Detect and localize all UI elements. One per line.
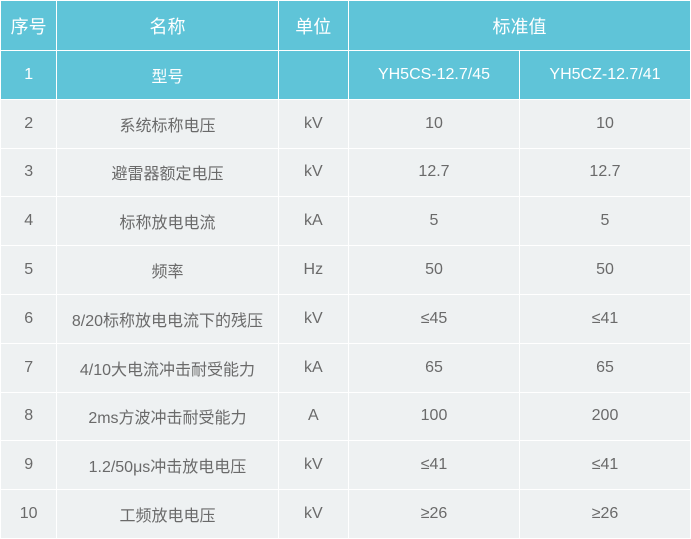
cell-val2: 65 [519,343,690,392]
model-val2: YH5CZ-12.7/41 [519,51,690,100]
cell-seq: 3 [1,148,57,197]
cell-val1: 5 [349,197,520,246]
cell-unit: Hz [278,246,348,295]
cell-name: 8/20标称放电电流下的残压 [57,294,278,343]
cell-val1: 100 [349,392,520,441]
model-name: 型号 [57,51,278,100]
cell-val1: 65 [349,343,520,392]
table-row: 4 标称放电电流 kA 5 5 [1,197,691,246]
table-row: 7 4/10大电流冲击耐受能力 kA 65 65 [1,343,691,392]
cell-val2: 12.7 [519,148,690,197]
cell-val1: 10 [349,99,520,148]
cell-seq: 10 [1,490,57,539]
cell-seq: 9 [1,441,57,490]
cell-val2: 10 [519,99,690,148]
cell-unit: kV [278,294,348,343]
table-row: 8 2ms方波冲击耐受能力 A 100 200 [1,392,691,441]
table-row: 10 工频放电电压 kV ≥26 ≥26 [1,490,691,539]
model-unit [278,51,348,100]
cell-val2: 50 [519,246,690,295]
cell-unit: kV [278,99,348,148]
cell-seq: 6 [1,294,57,343]
cell-name: 避雷器额定电压 [57,148,278,197]
table-row: 2 系统标称电压 kV 10 10 [1,99,691,148]
cell-name: 2ms方波冲击耐受能力 [57,392,278,441]
cell-val1: 50 [349,246,520,295]
cell-val2: ≤41 [519,441,690,490]
cell-name: 系统标称电压 [57,99,278,148]
cell-val2: ≤41 [519,294,690,343]
header-name: 名称 [57,1,278,51]
cell-seq: 2 [1,99,57,148]
table-row: 5 频率 Hz 50 50 [1,246,691,295]
cell-unit: kA [278,343,348,392]
cell-seq: 8 [1,392,57,441]
cell-name: 标称放电电流 [57,197,278,246]
cell-unit: kV [278,441,348,490]
table-row: 6 8/20标称放电电流下的残压 kV ≤45 ≤41 [1,294,691,343]
header-row: 序号 名称 单位 标准值 [1,1,691,51]
model-seq: 1 [1,51,57,100]
cell-seq: 4 [1,197,57,246]
cell-unit: kA [278,197,348,246]
cell-unit: A [278,392,348,441]
cell-val2: 5 [519,197,690,246]
spec-table: 序号 名称 单位 标准值 1 型号 YH5CS-12.7/45 YH5CZ-12… [0,0,691,539]
cell-name: 1.2/50μs冲击放电电压 [57,441,278,490]
cell-name: 频率 [57,246,278,295]
cell-name: 工频放电电压 [57,490,278,539]
header-seq: 序号 [1,1,57,51]
table-row: 9 1.2/50μs冲击放电电压 kV ≤41 ≤41 [1,441,691,490]
header-unit: 单位 [278,1,348,51]
table-row: 3 避雷器额定电压 kV 12.7 12.7 [1,148,691,197]
cell-val1: ≥26 [349,490,520,539]
cell-seq: 5 [1,246,57,295]
model-val1: YH5CS-12.7/45 [349,51,520,100]
cell-unit: kV [278,490,348,539]
cell-val2: ≥26 [519,490,690,539]
header-std-value: 标准值 [349,1,691,51]
cell-val2: 200 [519,392,690,441]
cell-val1: 12.7 [349,148,520,197]
cell-val1: ≤45 [349,294,520,343]
cell-val1: ≤41 [349,441,520,490]
cell-unit: kV [278,148,348,197]
model-row: 1 型号 YH5CS-12.7/45 YH5CZ-12.7/41 [1,51,691,100]
cell-name: 4/10大电流冲击耐受能力 [57,343,278,392]
cell-seq: 7 [1,343,57,392]
